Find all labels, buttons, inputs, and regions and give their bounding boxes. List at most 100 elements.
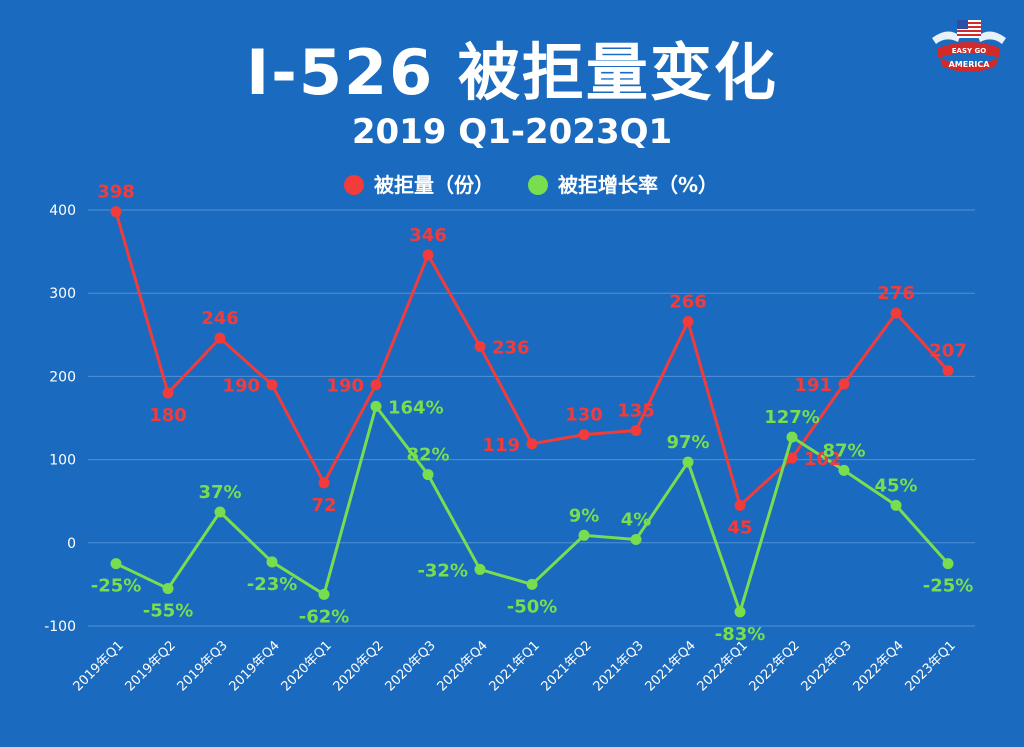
chart-grid	[88, 209, 975, 627]
data-point	[526, 438, 538, 450]
x-tick-label: 2021年Q1	[487, 638, 543, 694]
x-tick-label: 2021年Q4	[643, 638, 699, 694]
data-label: -83%	[715, 624, 766, 645]
x-tick-label: 2022年Q3	[799, 638, 855, 694]
legend-marker	[344, 175, 364, 195]
data-label: 127%	[764, 407, 820, 428]
data-point	[578, 529, 590, 541]
data-point	[942, 365, 954, 377]
data-label: -55%	[143, 601, 194, 622]
data-label: -25%	[91, 576, 142, 597]
data-label: -62%	[299, 606, 350, 627]
x-tick-label: 2020年Q2	[331, 638, 387, 694]
data-point	[734, 499, 746, 511]
legend-label: 被拒量（份）	[374, 173, 494, 197]
data-label: 236	[492, 337, 530, 358]
data-point	[786, 452, 798, 464]
data-point	[110, 206, 122, 218]
logo-top-text: EASY GO	[952, 47, 986, 55]
data-point	[214, 506, 226, 518]
x-tick-label: 2022年Q1	[695, 638, 751, 694]
data-point	[890, 499, 902, 511]
data-label: 135	[617, 400, 655, 421]
data-point	[630, 424, 642, 436]
data-point	[474, 340, 486, 352]
data-point	[682, 456, 694, 468]
data-point	[890, 307, 902, 319]
y-tick-label: 100	[49, 453, 76, 469]
x-tick-label: 2023年Q1	[903, 638, 959, 694]
data-point	[318, 477, 330, 489]
logo-bottom-text: AMERICA	[949, 60, 991, 69]
data-label: -50%	[507, 596, 558, 617]
data-point	[474, 563, 486, 575]
data-point	[370, 379, 382, 391]
data-label: 87%	[822, 440, 865, 461]
data-point	[734, 606, 746, 618]
data-label: 9%	[569, 505, 600, 526]
x-tick-label: 2021年Q3	[591, 638, 647, 694]
chart-subtitle: 2019 Q1-2023Q1	[351, 112, 673, 152]
data-point	[162, 387, 174, 399]
data-label: 102	[804, 449, 842, 470]
data-label: 398	[97, 182, 135, 203]
data-point	[370, 400, 382, 412]
data-label: -23%	[247, 574, 298, 595]
chart-legend: 被拒量（份） 被拒增长率（%）	[344, 173, 718, 197]
data-label: 164%	[388, 397, 444, 418]
data-point	[526, 578, 538, 590]
data-label: 130	[565, 405, 603, 426]
x-axis: 2019年Q12019年Q22019年Q32019年Q42020年Q12020年…	[71, 638, 959, 694]
data-point	[578, 429, 590, 441]
x-tick-label: 2019年Q2	[123, 638, 179, 694]
data-label: 45	[727, 517, 752, 538]
data-label: 82%	[406, 445, 449, 466]
data-point	[682, 315, 694, 327]
data-label: 72	[311, 495, 336, 516]
data-label: 346	[409, 225, 447, 246]
data-point	[110, 558, 122, 570]
x-tick-label: 2019年Q4	[227, 638, 283, 694]
data-point	[266, 379, 278, 391]
data-point	[422, 249, 434, 261]
data-label: 45%	[874, 475, 917, 496]
legend-marker	[528, 175, 548, 195]
data-point	[422, 469, 434, 481]
x-tick-label: 2019年Q1	[71, 638, 127, 694]
y-tick-label: 300	[49, 286, 76, 302]
data-label: 191	[794, 375, 832, 396]
chart-series	[110, 206, 954, 618]
x-tick-label: 2020年Q3	[383, 638, 439, 694]
data-label: 119	[482, 435, 520, 456]
data-point	[838, 464, 850, 476]
data-label: 97%	[666, 432, 709, 453]
data-label: 180	[149, 405, 187, 426]
data-point	[942, 558, 954, 570]
data-label: 37%	[198, 482, 241, 503]
data-point	[266, 556, 278, 568]
y-tick-label: 400	[49, 203, 76, 219]
data-labels: 398 180 246 190 72 190 346 236 119 130 135 266 45 102…	[91, 182, 974, 645]
x-tick-label: 2022年Q4	[851, 638, 907, 694]
x-tick-label: 2019年Q3	[175, 638, 231, 694]
y-tick-label: 200	[49, 369, 76, 385]
data-label: 4%	[621, 509, 652, 530]
data-label: 266	[669, 291, 707, 312]
y-axis: -100 0 100 200 300 400	[44, 203, 76, 635]
data-label: 190	[222, 376, 260, 397]
easy-go-america-logo: EASY GO AMERICA	[930, 18, 1008, 76]
data-point	[630, 533, 642, 545]
y-tick-label: 0	[67, 536, 76, 552]
data-label: 246	[201, 308, 239, 329]
data-point	[786, 431, 798, 443]
legend-label: 被拒增长率（%）	[558, 173, 718, 197]
chart-title: I-526 被拒量变化	[246, 36, 778, 109]
data-point	[838, 378, 850, 390]
y-tick-label: -100	[44, 619, 76, 635]
data-label: 190	[326, 376, 364, 397]
data-label: 276	[877, 283, 915, 304]
data-label: 207	[929, 341, 967, 362]
x-tick-label: 2020年Q4	[435, 638, 491, 694]
data-label: -32%	[417, 560, 468, 581]
